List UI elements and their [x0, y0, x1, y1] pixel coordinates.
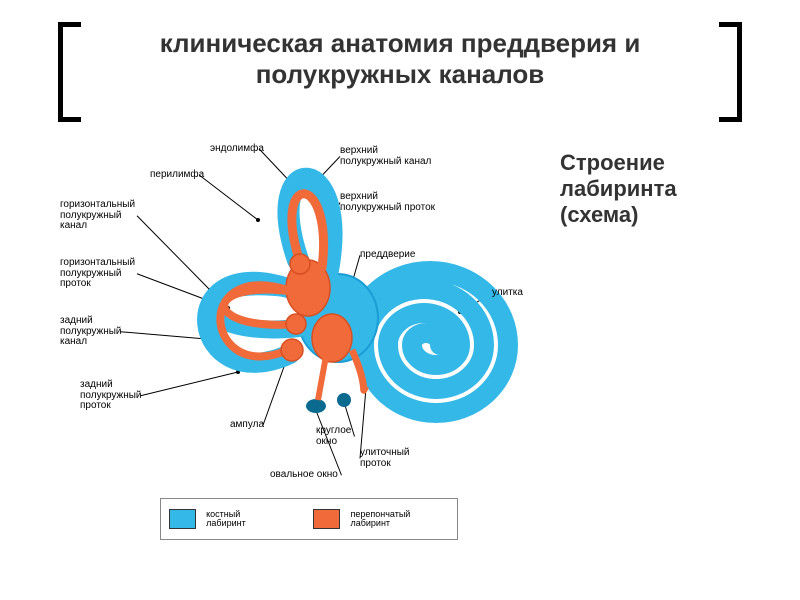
title-line2: полукружных каналов	[256, 59, 545, 89]
legend-label-bony: костный лабиринт	[206, 510, 280, 529]
legend-swatch-bony	[169, 509, 196, 529]
diagram-caption: Строение лабиринта (схема)	[560, 150, 760, 228]
title-line1: клиническая анатомия преддверия и	[160, 28, 641, 58]
label-cochlear-duct: улиточный проток	[360, 448, 410, 469]
legend-label-membranous: перепончатый лабиринт	[350, 510, 449, 529]
label-horiz-duct: горизонтальный полукружный проток	[60, 258, 135, 290]
label-sup-duct: верхний полукружный проток	[340, 192, 435, 213]
label-vestibule: преддверие	[360, 250, 415, 261]
label-cochlea: улитка	[492, 288, 523, 299]
label-sup-canal: верхний полукружный канал	[340, 146, 431, 167]
label-perilymph: перилимфа	[150, 170, 204, 181]
slide-title: клиническая анатомия преддверия и полукр…	[70, 28, 730, 90]
caption-line1: Строение	[560, 150, 665, 175]
labyrinth-diagram: эндолимфа перилимфа горизонтальный полукру…	[60, 140, 540, 510]
caption-line3: (схема)	[560, 202, 638, 227]
legend: костный лабиринт перепончатый лабиринт	[160, 498, 458, 540]
caption-line2: лабиринта	[560, 176, 677, 201]
legend-swatch-membranous	[313, 509, 340, 529]
label-horiz-canal: горизонтальный полукружный канал	[60, 200, 135, 232]
label-endolymph: эндолимфа	[210, 144, 264, 155]
label-round-window: круглое окно	[316, 426, 351, 447]
label-ampulla: ампула	[230, 420, 264, 431]
label-post-canal: задний полукружный канал	[60, 316, 122, 348]
label-oval-window: овальное окно	[270, 470, 338, 481]
label-post-duct: задний полукружный проток	[80, 380, 142, 412]
